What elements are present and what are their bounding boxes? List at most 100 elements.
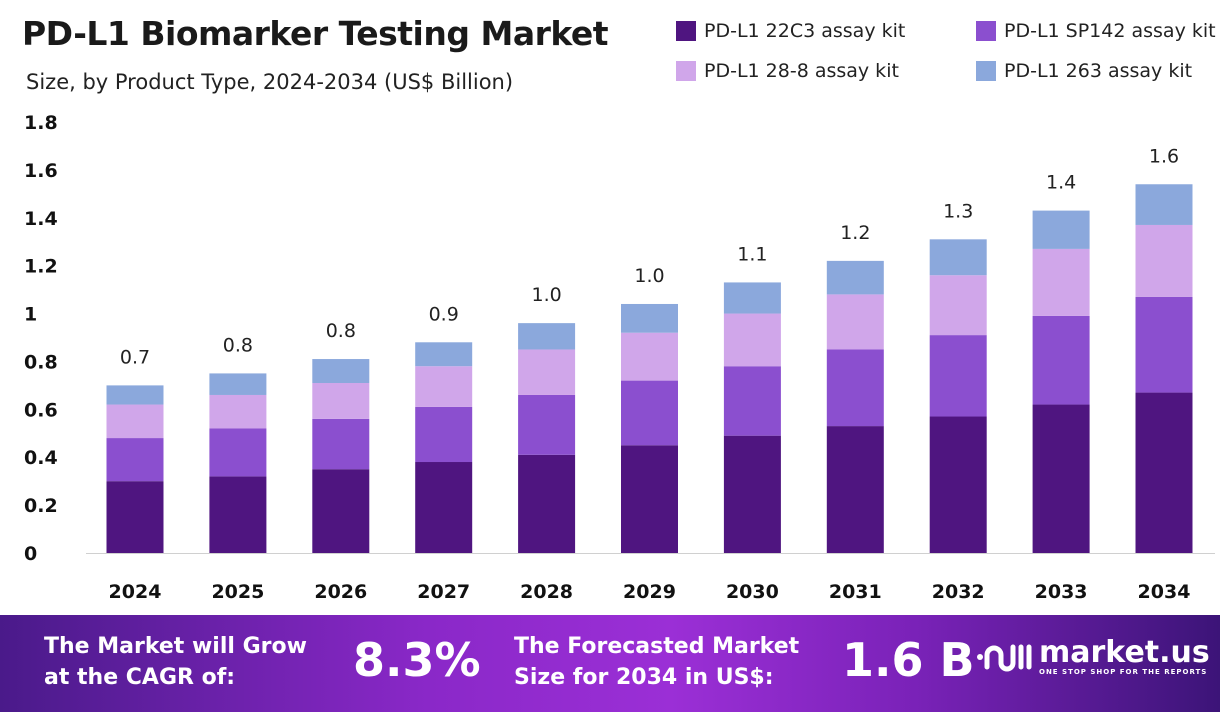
forecast-label-line: The Forecasted Market [514, 634, 800, 659]
x-tick-label: 2026 [314, 581, 367, 603]
bar-segment-pd-l1-263-assay-kit [621, 303, 678, 333]
bar-segment-pd-l1-28-8-assay-kit [1135, 224, 1193, 297]
forecast-label: The Forecasted Market Size for 2034 in U… [514, 631, 799, 693]
total-value-label: 1.1 [737, 243, 767, 265]
bar-segment-pd-l1-sp142-assay-kit [723, 366, 781, 436]
stacked-bar-chart: 0 0.2 0.4 0.6 0.8 1 1.2 1.4 1.6 1.8 0.7 2024 0.8 2025… [24, 112, 1215, 603]
bar-segment-pd-l1-263-assay-kit [209, 373, 267, 395]
x-tick-label: 2029 [623, 581, 676, 603]
bar-segment-pd-l1-sp142-assay-kit [929, 335, 987, 417]
legend-label: PD-L1 28-8 assay kit [704, 60, 899, 82]
forecast-value: 1.6 B [842, 633, 975, 687]
legend-swatch [976, 61, 996, 81]
bar-segment-pd-l1-263-assay-kit [826, 260, 884, 295]
cagr-label: The Market will Grow at the CAGR of: [44, 631, 307, 693]
bar-segment-pd-l1-sp142-assay-kit [1032, 315, 1090, 405]
bar-segment-pd-l1-28-8-assay-kit [415, 366, 473, 407]
bar-segment-pd-l1-sp142-assay-kit [312, 418, 370, 470]
legend: PD-L1 22C3 assay kit PD-L1 SP142 assay k… [676, 20, 1220, 82]
logo-name: market.us [1039, 635, 1210, 670]
x-tick-label: 2028 [520, 581, 573, 603]
cagr-label-line: The Market will Grow [44, 634, 307, 659]
y-tick-label: 0.2 [24, 495, 58, 517]
legend-label: PD-L1 263 assay kit [1004, 60, 1193, 82]
bar-segment-pd-l1-22c3-assay-kit [209, 476, 267, 553]
y-tick-label: 1.8 [24, 112, 58, 134]
legend-item: PD-L1 28-8 assay kit [676, 60, 976, 82]
x-tick-label: 2030 [726, 581, 779, 603]
bar-segment-pd-l1-28-8-assay-kit [723, 313, 781, 367]
bar-segment-pd-l1-sp142-assay-kit [209, 428, 267, 477]
total-value-label: 0.9 [429, 303, 459, 325]
bar-segment-pd-l1-263-assay-kit [415, 342, 473, 367]
total-value-label: 0.8 [223, 334, 253, 356]
total-value-label: 0.7 [120, 346, 150, 368]
bar-segment-pd-l1-sp142-assay-kit [106, 438, 164, 482]
bar-segment-pd-l1-sp142-assay-kit [826, 349, 884, 427]
market-us-logo: market.us ONE STOP SHOP FOR THE REPORTS [975, 637, 1210, 677]
bar-segment-pd-l1-sp142-assay-kit [415, 406, 473, 463]
x-tick-label: 2033 [1035, 581, 1088, 603]
bar-segment-pd-l1-28-8-assay-kit [929, 275, 987, 336]
bar-segment-pd-l1-22c3-assay-kit [312, 469, 370, 553]
total-value-label: 1.4 [1046, 172, 1076, 194]
x-tick-label: 2032 [932, 581, 985, 603]
total-value-label: 1.6 [1149, 145, 1179, 167]
bar-segment-pd-l1-28-8-assay-kit [621, 332, 678, 381]
legend-swatch [976, 21, 996, 41]
bar-segment-pd-l1-263-assay-kit [1135, 184, 1193, 225]
forecast-label-line: Size for 2034 in US$: [514, 665, 774, 690]
legend-label: PD-L1 22C3 assay kit [704, 20, 906, 42]
x-tick-label: 2031 [829, 581, 882, 603]
bar-segment-pd-l1-28-8-assay-kit [106, 404, 164, 439]
bar-segment-pd-l1-263-assay-kit [723, 282, 781, 314]
bar-segment-pd-l1-263-assay-kit [312, 359, 370, 383]
bar-segment-pd-l1-22c3-assay-kit [518, 454, 576, 553]
bar-segment-pd-l1-28-8-assay-kit [312, 382, 370, 419]
bar-segment-pd-l1-263-assay-kit [1032, 210, 1090, 249]
bar-segment-pd-l1-28-8-assay-kit [826, 294, 884, 350]
bar-segment-pd-l1-22c3-assay-kit [621, 445, 678, 553]
legend-swatch [676, 21, 696, 41]
y-tick-label: 1.6 [24, 160, 58, 182]
bar-segment-pd-l1-28-8-assay-kit [518, 349, 576, 395]
total-value-label: 0.8 [326, 320, 356, 342]
x-tick-label: 2024 [109, 581, 162, 603]
bar-segment-pd-l1-28-8-assay-kit [209, 394, 267, 429]
total-value-label: 1.0 [634, 265, 664, 287]
x-tick-label: 2034 [1138, 581, 1191, 603]
cagr-label-line: at the CAGR of: [44, 665, 236, 690]
x-tick-label: 2025 [211, 581, 264, 603]
chart-title: PD-L1 Biomarker Testing Market [22, 14, 609, 53]
legend-item: PD-L1 SP142 assay kit [976, 20, 1220, 42]
bar-segment-pd-l1-22c3-assay-kit [1032, 404, 1090, 553]
y-tick-label: 0.8 [24, 351, 58, 373]
bar-segment-pd-l1-263-assay-kit [106, 385, 164, 405]
legend-label: PD-L1 SP142 assay kit [1004, 20, 1216, 42]
legend-item: PD-L1 22C3 assay kit [676, 20, 976, 42]
summary-banner: The Market will Grow at the CAGR of: 8.3… [0, 615, 1220, 712]
bar-segment-pd-l1-22c3-assay-kit [415, 462, 473, 553]
legend-swatch [676, 61, 696, 81]
bar-segment-pd-l1-28-8-assay-kit [1032, 248, 1090, 316]
y-tick-label: 0.6 [24, 399, 58, 421]
logo-tagline: ONE STOP SHOP FOR THE REPORTS [1039, 668, 1208, 676]
total-value-label: 1.0 [531, 284, 561, 306]
bar-segment-pd-l1-sp142-assay-kit [621, 380, 678, 446]
bar-segment-pd-l1-263-assay-kit [929, 239, 987, 276]
y-tick-label: 0 [24, 543, 37, 565]
bar-segment-pd-l1-22c3-assay-kit [106, 481, 164, 553]
y-tick-label: 1 [24, 304, 37, 326]
bar-segment-pd-l1-263-assay-kit [518, 323, 576, 350]
bar-segment-pd-l1-22c3-assay-kit [1135, 392, 1193, 553]
bar-segment-pd-l1-sp142-assay-kit [1135, 296, 1193, 393]
legend-item: PD-L1 263 assay kit [976, 60, 1220, 82]
y-tick-label: 0.4 [24, 447, 58, 469]
x-tick-label: 2027 [417, 581, 470, 603]
y-tick-label: 1.2 [24, 256, 58, 278]
y-tick-label: 1.4 [24, 208, 58, 230]
bar-segment-pd-l1-22c3-assay-kit [929, 416, 987, 553]
bar-segment-pd-l1-22c3-assay-kit [826, 426, 884, 553]
chart-subtitle: Size, by Product Type, 2024-2034 (US$ Bi… [26, 70, 514, 94]
total-value-label: 1.2 [840, 222, 870, 244]
